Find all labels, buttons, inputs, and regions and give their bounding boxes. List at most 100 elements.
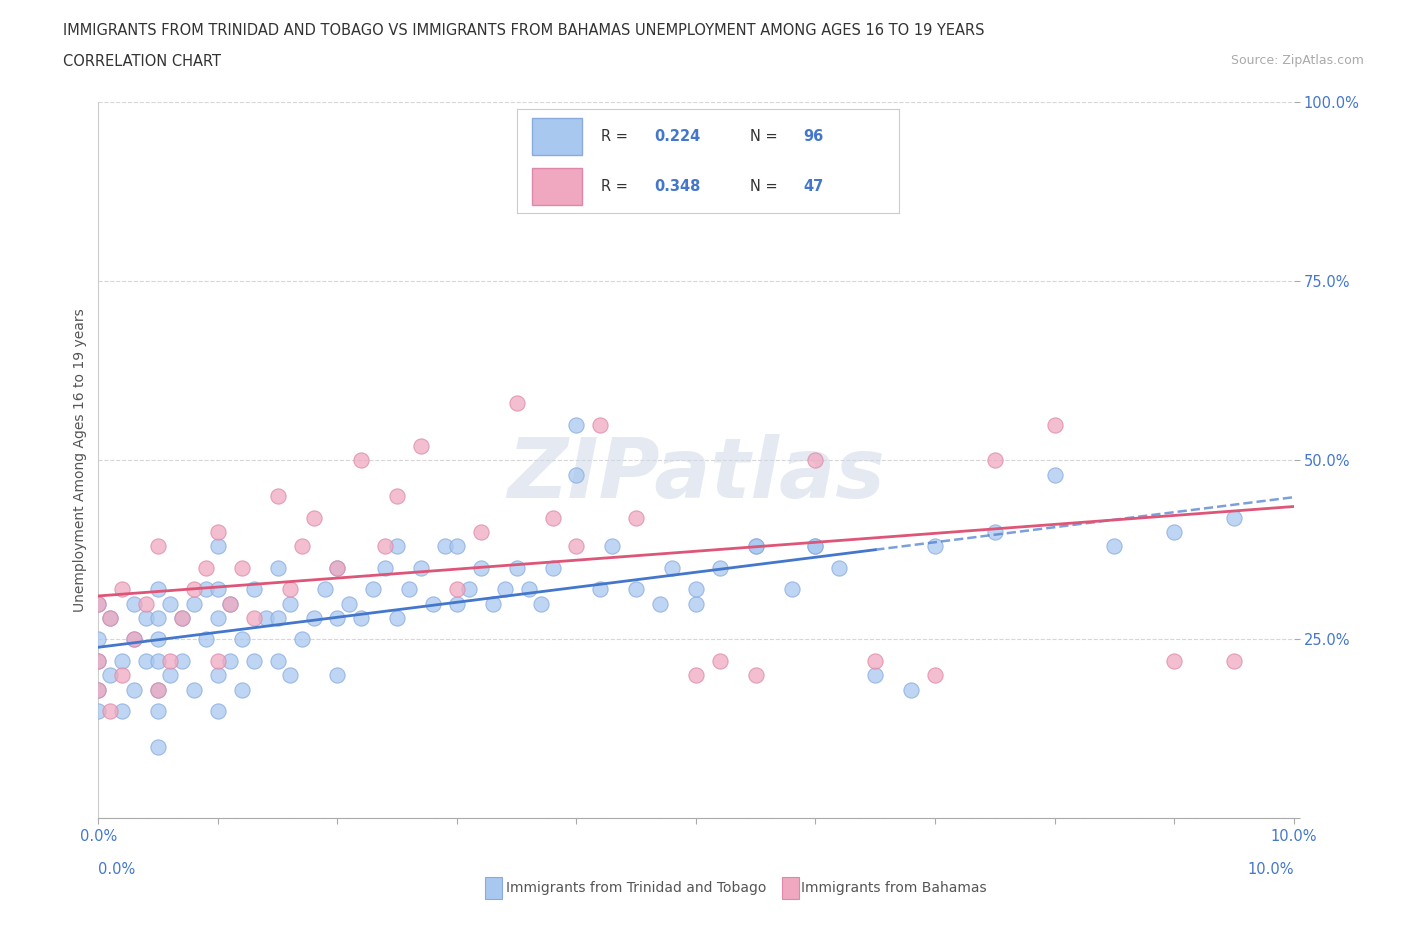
- Point: [374, 560, 396, 575]
- Point: [135, 596, 157, 611]
- Point: [207, 538, 229, 553]
- Point: [924, 538, 946, 553]
- Point: [446, 582, 468, 597]
- Text: 0.0%: 0.0%: [98, 862, 135, 877]
- Point: [565, 417, 588, 432]
- Point: [983, 453, 1005, 468]
- Point: [541, 560, 564, 575]
- Point: [98, 703, 122, 718]
- Point: [87, 632, 110, 647]
- Point: [243, 654, 266, 669]
- Point: [207, 703, 229, 718]
- Point: [87, 596, 110, 611]
- Point: [326, 610, 349, 625]
- Point: [219, 654, 242, 669]
- Point: [470, 525, 492, 539]
- Y-axis label: Unemployment Among Ages 16 to 19 years: Unemployment Among Ages 16 to 19 years: [73, 309, 87, 612]
- Point: [804, 453, 827, 468]
- Point: [254, 610, 277, 625]
- Point: [207, 582, 229, 597]
- Point: [87, 703, 110, 718]
- Point: [865, 668, 887, 683]
- Point: [541, 511, 564, 525]
- Point: [411, 560, 433, 575]
- Point: [600, 538, 623, 553]
- Point: [446, 596, 468, 611]
- Point: [983, 525, 1005, 539]
- Point: [148, 582, 170, 597]
- Point: [172, 610, 194, 625]
- Point: [111, 582, 134, 597]
- Point: [339, 596, 360, 611]
- Point: [1163, 654, 1185, 669]
- Point: [865, 654, 887, 669]
- Point: [111, 703, 134, 718]
- Point: [111, 654, 134, 669]
- Point: [183, 596, 205, 611]
- Point: [87, 596, 110, 611]
- Point: [172, 654, 194, 669]
- Point: [148, 682, 170, 697]
- Point: [709, 654, 731, 669]
- Text: 10.0%: 10.0%: [1247, 862, 1294, 877]
- Point: [267, 610, 290, 625]
- Point: [434, 538, 457, 553]
- Point: [87, 682, 110, 697]
- Point: [194, 582, 218, 597]
- Point: [1104, 538, 1126, 553]
- Point: [87, 654, 110, 669]
- Point: [278, 596, 301, 611]
- Point: [267, 489, 290, 504]
- Point: [207, 610, 229, 625]
- Point: [385, 610, 409, 625]
- Point: [207, 668, 229, 683]
- Point: [745, 668, 768, 683]
- Point: [159, 596, 181, 611]
- Point: [135, 610, 157, 625]
- Point: [159, 654, 181, 669]
- Point: [780, 180, 803, 195]
- Point: [804, 538, 827, 553]
- Point: [87, 682, 110, 697]
- Point: [231, 682, 253, 697]
- Text: Immigrants from Trinidad and Tobago: Immigrants from Trinidad and Tobago: [506, 881, 766, 896]
- Point: [124, 682, 146, 697]
- Point: [363, 582, 385, 597]
- Point: [1043, 417, 1066, 432]
- Point: [470, 560, 492, 575]
- Point: [828, 560, 851, 575]
- Point: [1043, 467, 1066, 482]
- Point: [207, 525, 229, 539]
- Point: [745, 538, 768, 553]
- Point: [231, 632, 253, 647]
- Point: [148, 703, 170, 718]
- Point: [148, 739, 170, 754]
- Text: ZIPatlas: ZIPatlas: [508, 434, 884, 515]
- Point: [350, 610, 373, 625]
- Point: [98, 610, 122, 625]
- Point: [326, 560, 349, 575]
- Point: [589, 582, 612, 597]
- Point: [243, 582, 266, 597]
- Point: [194, 560, 218, 575]
- Point: [219, 596, 242, 611]
- Point: [194, 632, 218, 647]
- Point: [302, 610, 325, 625]
- Point: [290, 632, 312, 647]
- Point: [422, 596, 444, 611]
- Point: [709, 560, 731, 575]
- Point: [685, 582, 707, 597]
- Text: IMMIGRANTS FROM TRINIDAD AND TOBAGO VS IMMIGRANTS FROM BAHAMAS UNEMPLOYMENT AMON: IMMIGRANTS FROM TRINIDAD AND TOBAGO VS I…: [63, 23, 984, 38]
- Point: [517, 582, 540, 597]
- Point: [159, 668, 181, 683]
- Point: [506, 395, 529, 410]
- Point: [506, 560, 529, 575]
- Point: [111, 668, 134, 683]
- Point: [243, 610, 266, 625]
- Point: [624, 582, 647, 597]
- Point: [648, 596, 672, 611]
- Point: [745, 538, 768, 553]
- Point: [124, 596, 146, 611]
- Point: [315, 582, 337, 597]
- Point: [446, 538, 468, 553]
